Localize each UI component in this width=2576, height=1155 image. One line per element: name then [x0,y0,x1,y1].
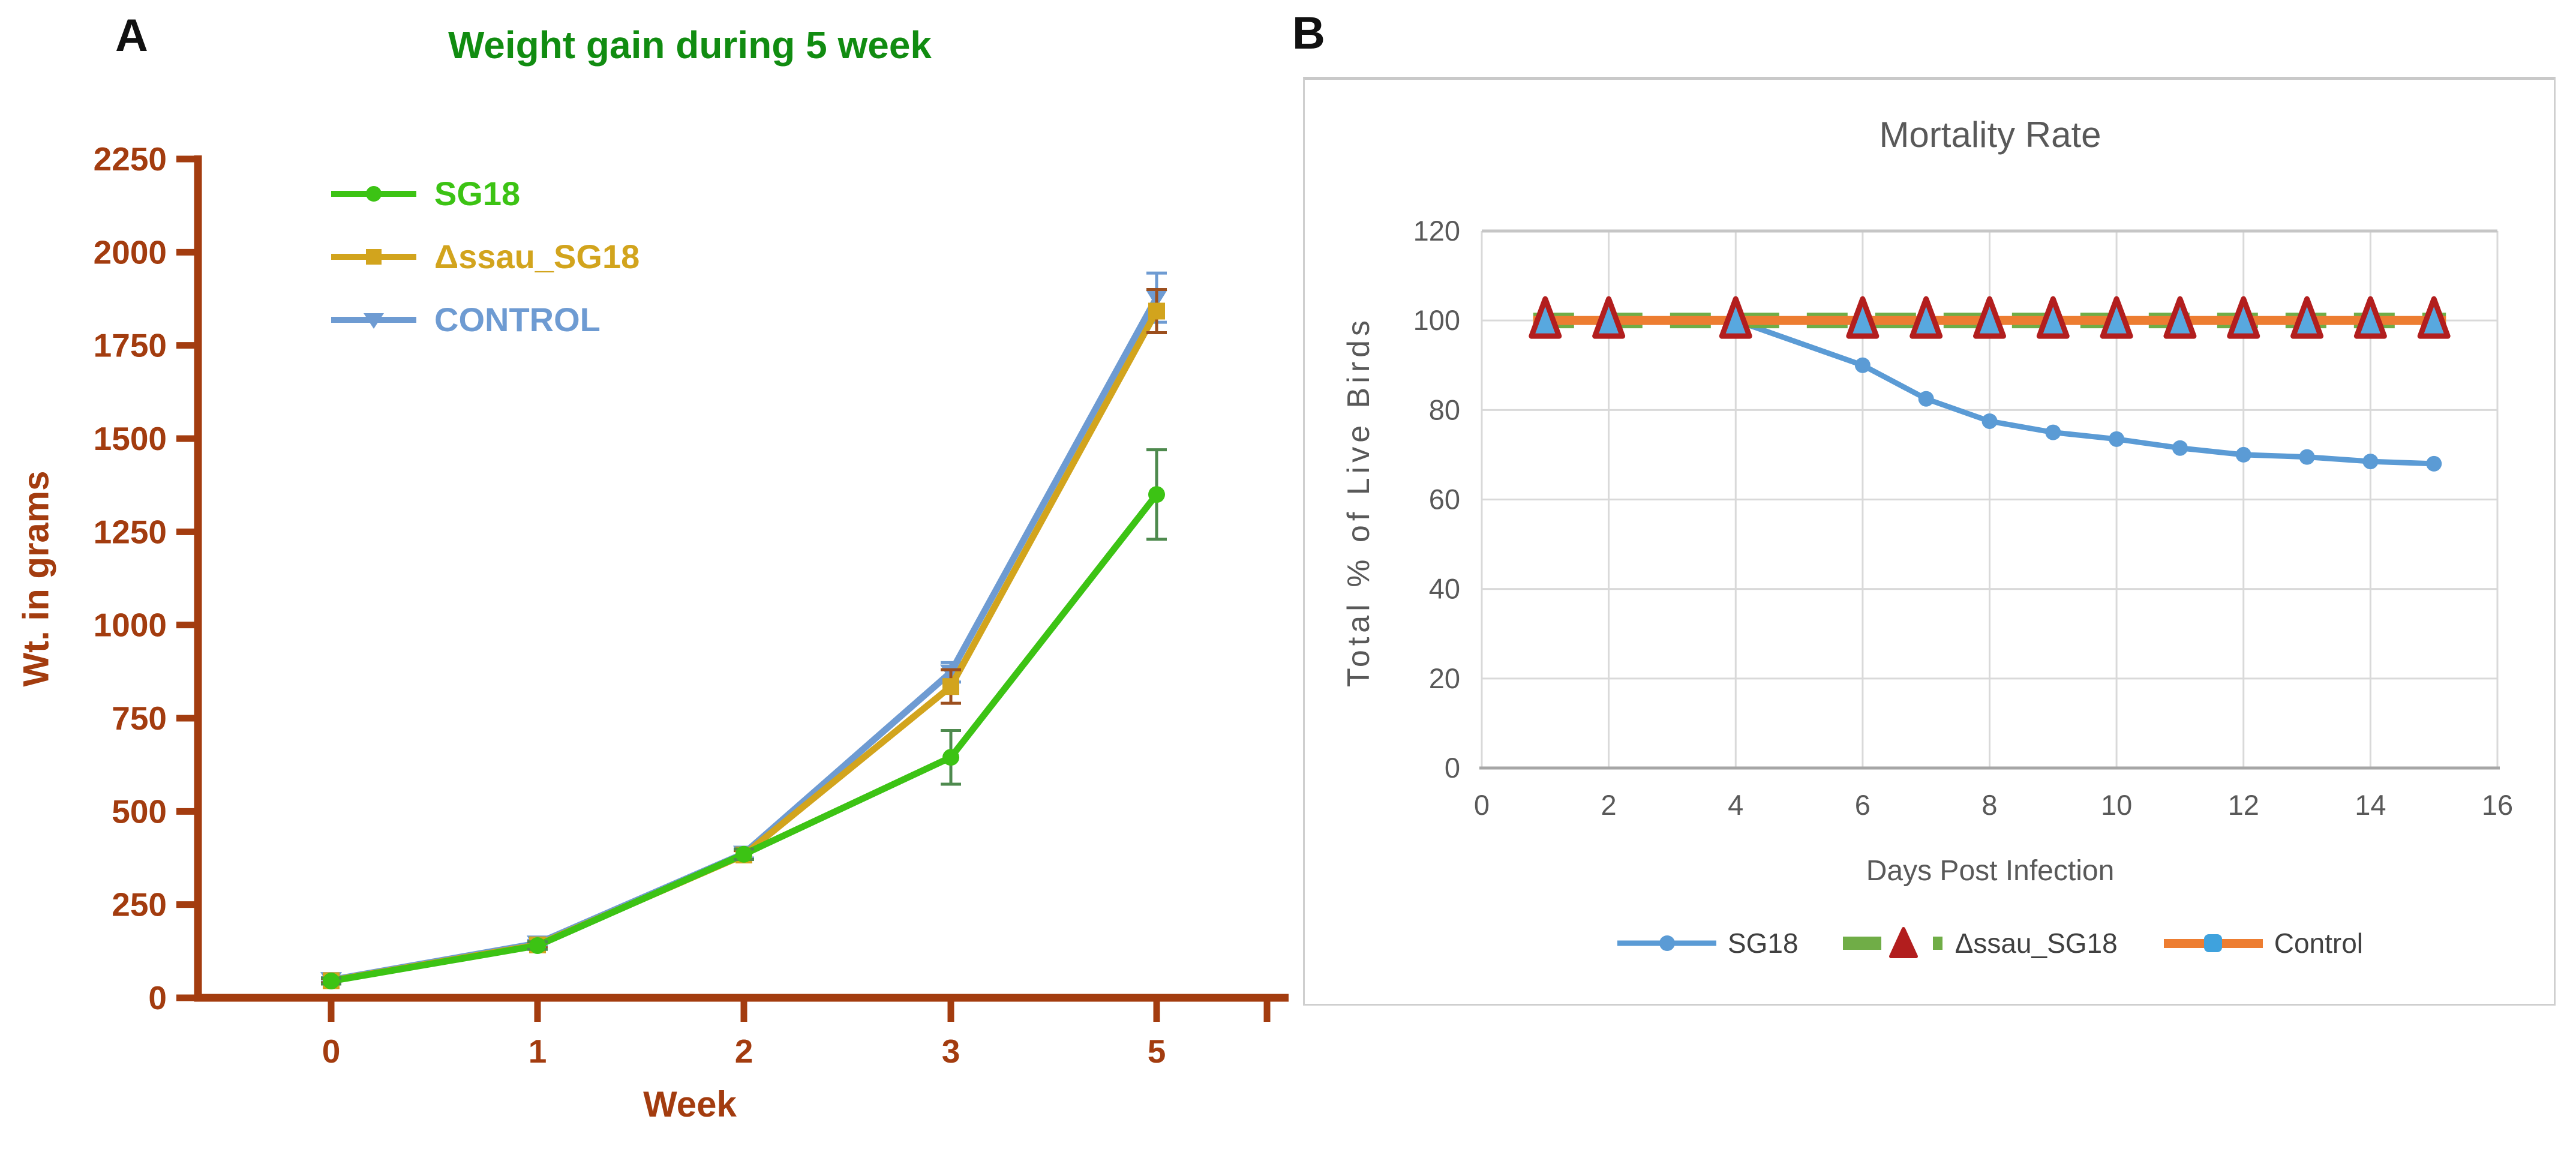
chart-a-legend-item: CONTROL [329,300,640,339]
chart-b-ytick-label: 80 [1429,394,1460,425]
chart-b-legend-item: SG18 [1614,924,1799,962]
chart-b-xtick-label: 0 [1474,789,1490,821]
chart-a-xtick-label: 5 [1148,1033,1166,1070]
chart-a-ytick-label: 500 [112,793,167,830]
chart-a-ytick-label: 1000 [94,607,167,644]
chart-a-ytick-label: 0 [148,979,167,1016]
chart-a-xtick-label: 0 [322,1033,341,1070]
chart-a-title: Weight gain during 5 week [448,23,932,67]
chart-a-legend-swatch [331,248,416,265]
chart-b-legend-label: Δssau_SG18 [1954,928,2118,959]
chart-a-xtick-label: 2 [735,1033,753,1070]
chart-a-legend: SG18 Δssau_SG18 CONTROL [329,174,640,339]
chart-a-ytick-label: 1250 [94,513,167,550]
chart-a-ytick-label: 250 [112,886,167,923]
chart-b-legend-item: Control [2161,924,2363,962]
chart-a-legend-item: Δssau_SG18 [329,237,640,276]
chart-b-ytick-label: 0 [1445,752,1460,784]
chart-a-ytick-label: 1500 [94,420,167,457]
chart-a-x-axis-label: Week [643,1084,737,1124]
chart-b-ytick-label: 120 [1413,215,1460,247]
chart-b-xtick-label: 2 [1601,789,1617,821]
chart-b-ytick-label: 60 [1429,484,1460,515]
chart-b-legend-label: Control [2274,928,2364,959]
chart-a-legend-item: SG18 [329,174,640,213]
chart-b-ytick-label: 20 [1429,662,1460,694]
chart-b-ytick-label: 40 [1429,573,1460,605]
chart-b-legend-label: SG18 [1727,928,1799,959]
chart-b-legend-swatch [1842,927,1942,958]
chart-b-legend-swatch [2163,934,2263,952]
chart-b-legend: SG18 Δssau_SG18 Control [1452,924,2526,962]
chart-a-ytick-label: 2250 [94,140,167,178]
chart-a-y-axis-label: Wt. in grams [16,470,56,687]
panel-b-label: B [1292,8,1325,59]
chart-b-xtick-label: 8 [1981,789,1997,821]
chart-b-xtick-label: 16 [2482,789,2513,821]
chart-a-xtick-label: 3 [942,1033,960,1070]
chart-a-legend-label: Δssau_SG18 [434,238,640,275]
chart-b-legend-item: Δssau_SG18 [1842,924,2118,962]
chart-a-ytick-label: 750 [112,700,167,737]
chart-a-ytick-label: 2000 [94,233,167,271]
chart-b-xtick-label: 4 [1728,789,1743,821]
chart-a-legend-label: SG18 [434,175,521,212]
chart-a-legend-swatch [331,313,416,329]
chart-b-ytick-label: 100 [1413,304,1460,336]
chart-b-xtick-label: 10 [2101,789,2132,821]
chart-a-legend-label: CONTROL [434,301,601,338]
chart-b-legend-swatch [1617,935,1716,951]
chart-b-xtick-label: 14 [2355,789,2386,821]
chart-a-ytick-label: 1750 [94,327,167,364]
chart-b-x-axis-label: Days Post Infection [1866,855,2115,887]
chart-b-xtick-label: 12 [2228,789,2259,821]
chart-a-legend-swatch [331,185,416,202]
chart-a-xtick-label: 1 [529,1033,547,1070]
chart-b-xtick-label: 6 [1855,789,1871,821]
chart-b-title: Mortality Rate [1879,115,2101,155]
chart-b-y-axis-label: Total % of Live Birds [1341,316,1376,688]
panel-a-label: A [115,10,148,61]
